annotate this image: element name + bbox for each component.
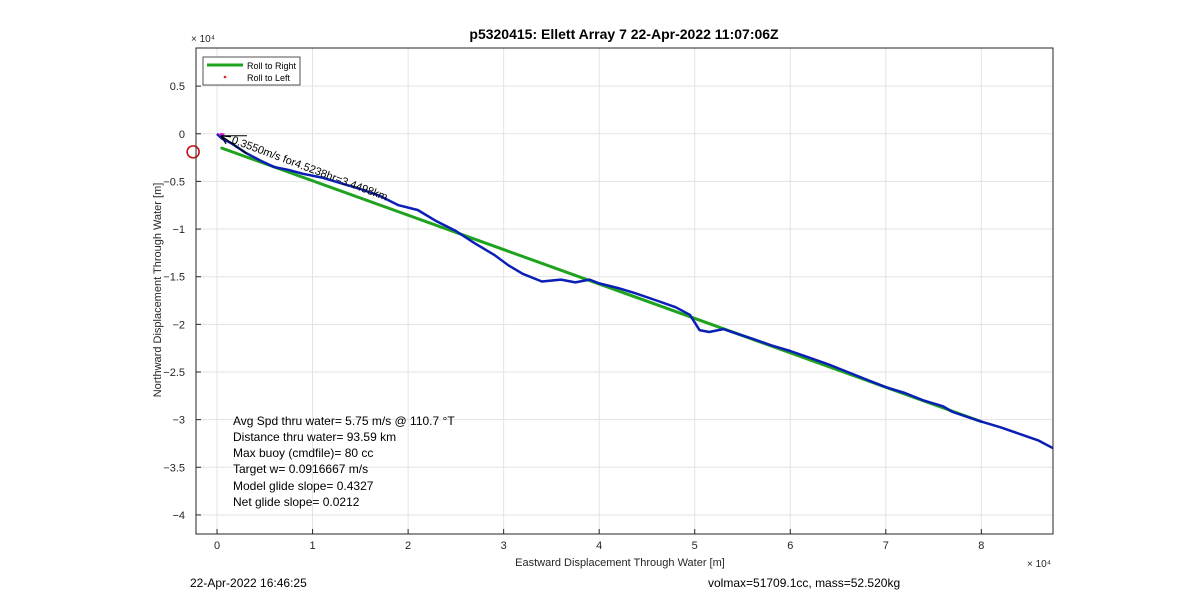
axes-frame bbox=[195, 47, 1054, 535]
x-tick-label: 6 bbox=[787, 540, 793, 552]
legend-box bbox=[202, 56, 301, 86]
stats-annotations: Avg Spd thru water= 5.75 m/s @ 110.7 °T … bbox=[233, 414, 455, 509]
chart-title: p5320415: Ellett Array 7 22-Apr-2022 11:… bbox=[469, 26, 779, 42]
stat-target-w: Target w= 0.0916667 m/s bbox=[233, 462, 368, 476]
x-tick-label: 8 bbox=[978, 540, 984, 552]
stat-avg-speed: Avg Spd thru water= 5.75 m/s @ 110.7 °T bbox=[233, 414, 455, 428]
y-tick-label: 0 bbox=[179, 129, 185, 141]
stat-model-glide-slope: Model glide slope= 0.4327 bbox=[233, 479, 374, 493]
stat-max-buoy: Max buoy (cmdfile)= 80 cc bbox=[233, 446, 373, 460]
y-multiplier-label: × 10⁴ bbox=[191, 34, 215, 45]
y-tick-label: −3 bbox=[172, 415, 185, 427]
grid bbox=[196, 48, 1053, 534]
x-tick-label: 4 bbox=[596, 540, 602, 552]
y-tick-label: −4 bbox=[172, 510, 185, 522]
y-tick-label: −2.5 bbox=[163, 367, 185, 379]
x-tick-label: 1 bbox=[309, 540, 315, 552]
x-tick-label: 0 bbox=[214, 540, 220, 552]
footer-timestamp: 22-Apr-2022 16:46:25 bbox=[190, 576, 307, 590]
footer-volmax-mass: volmax=51709.1cc, mass=52.520kg bbox=[708, 576, 901, 590]
y-tick-label: −3.5 bbox=[163, 462, 185, 474]
x-tick-label: 3 bbox=[501, 540, 507, 552]
ticks: 0 1 2 3 4 5 6 7 8 0.5 0 −0.5 −1 −1.5 −2 −2.5 −3 −3.5 −4 bbox=[163, 81, 984, 552]
x-multiplier-label: × 10⁴ bbox=[1027, 559, 1051, 570]
target-marker-circle bbox=[186, 145, 200, 159]
y-tick-label: −0.5 bbox=[163, 176, 185, 188]
x-axis-label: Eastward Displacement Through Water [m] bbox=[515, 557, 725, 569]
stat-net-glide-slope: Net glide slope= 0.0212 bbox=[233, 495, 360, 509]
x-tick-label: 5 bbox=[692, 540, 698, 552]
y-tick-label: −1.5 bbox=[163, 272, 185, 284]
series-line-blue bbox=[216, 132, 1054, 450]
legend: Roll to Right Roll to Left bbox=[202, 56, 301, 86]
x-tick-label: 2 bbox=[405, 540, 411, 552]
y-tick-label: −1 bbox=[172, 224, 185, 236]
series-layer bbox=[216, 132, 1054, 450]
current-arrow-shaft bbox=[220, 135, 248, 155]
y-tick-label: −2 bbox=[172, 319, 185, 331]
legend-label-roll-right: Roll to Right bbox=[247, 61, 297, 71]
y-tick-label: 0.5 bbox=[170, 81, 185, 93]
y-axis-label: Northward Displacement Through Water [m] bbox=[152, 183, 164, 398]
legend-swatch-roll-left bbox=[223, 75, 227, 79]
stat-distance: Distance thru water= 93.59 km bbox=[233, 430, 396, 444]
legend-label-roll-left: Roll to Left bbox=[247, 73, 291, 83]
x-tick-label: 7 bbox=[883, 540, 889, 552]
